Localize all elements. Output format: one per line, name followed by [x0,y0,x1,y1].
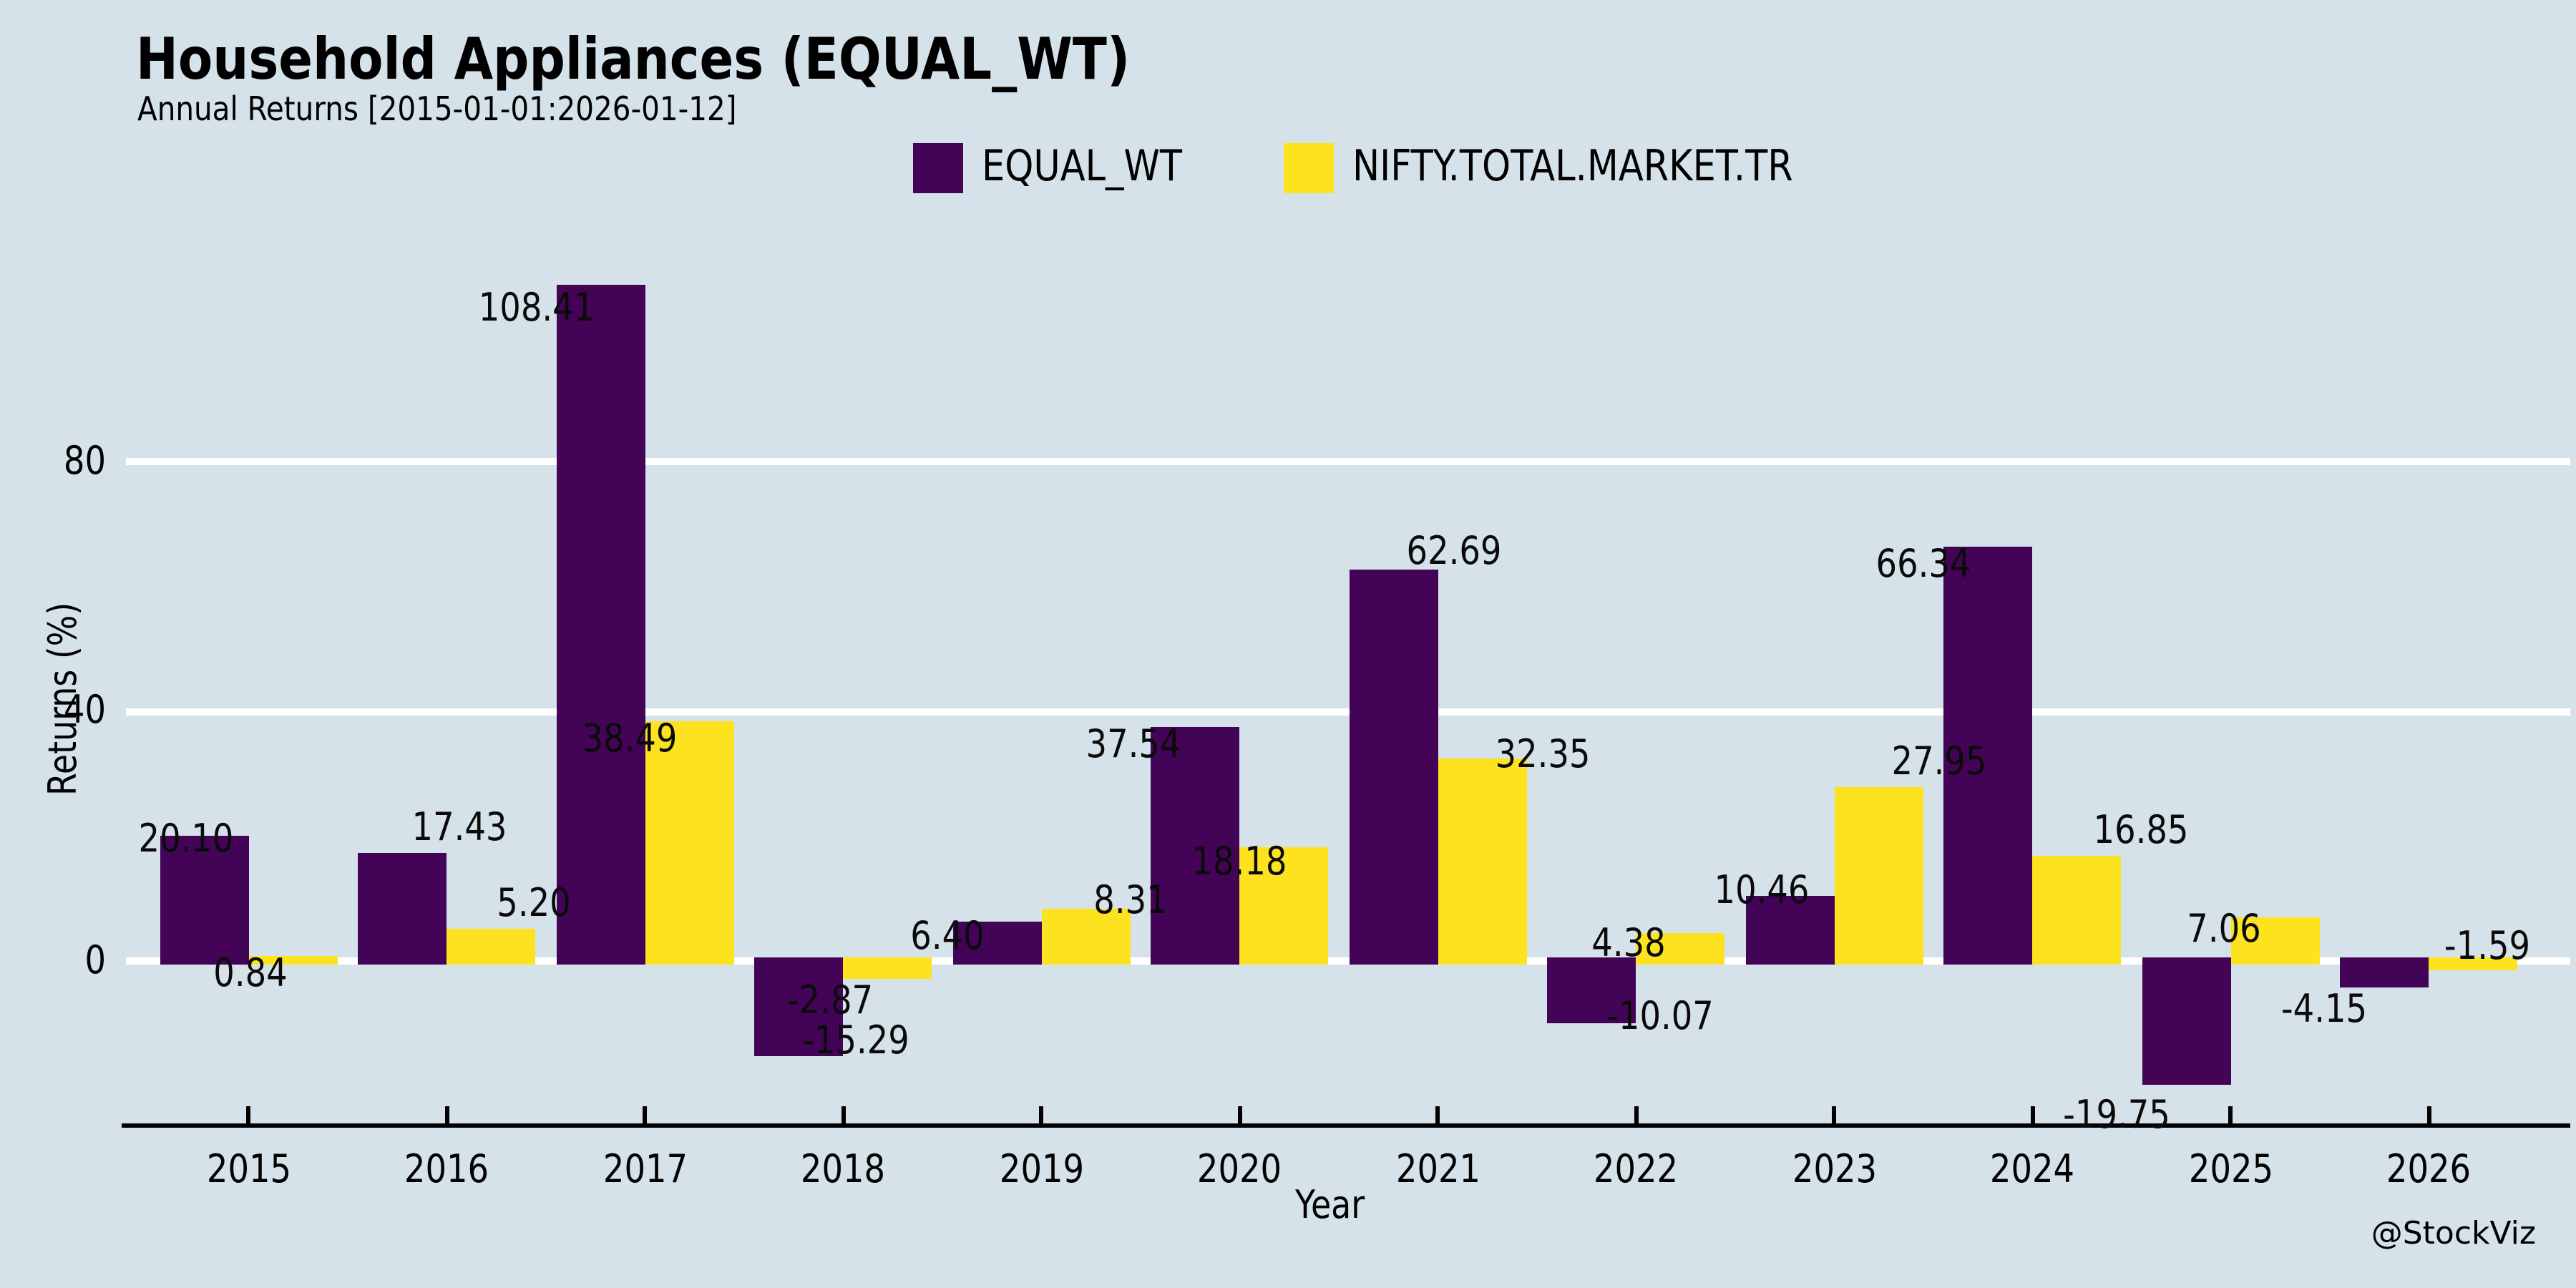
bar-2020-equal-wt [1151,726,1239,965]
page-subtitle: Annual Returns [2015-01-01:2026-01-12] [137,92,737,129]
x-tick-2018 [841,1106,845,1123]
legend: EQUAL_WT NIFTY.TOTAL.MARKET.TR [913,142,1870,193]
bar-value-label: -1.59 [2444,924,2531,970]
legend-label-equal-wt: EQUAL_WT [982,142,1183,192]
bar-value-label: 4.38 [1591,922,1666,967]
bar-2024-equal-wt [1943,547,2032,965]
bar-2026-equal-wt [2340,957,2429,987]
bar-2019-equal-wt [952,921,1041,965]
x-tick-2020 [1237,1106,1241,1123]
bar-2022-equal-wt [1547,957,1636,1024]
bar-value-label: 6.40 [909,914,984,959]
bar-value-label: 16.85 [2093,809,2189,854]
bar-2024-nifty-total-market-tr [2032,856,2121,965]
bar-2021-equal-wt [1349,570,1438,965]
y-axis-title: Returns (%) [42,602,86,796]
x-tick-label-2017: 2017 [602,1148,688,1192]
bar-value-label: 32.35 [1494,733,1590,778]
bar-value-label: 108.41 [477,286,595,331]
page-title: Household Appliances (EQUAL_WT) [136,27,1131,93]
gridline-80 [126,458,2570,466]
bar-2026-nifty-total-market-tr [2429,957,2517,971]
bar-value-label: 62.69 [1405,530,1501,575]
x-tick-label-2023: 2023 [1791,1148,1877,1192]
bar-2019-nifty-total-market-tr [1041,909,1130,965]
y-tick-label-0: 0 [84,938,106,982]
x-tick-2024 [2030,1106,2034,1123]
bar-value-label: 38.49 [581,716,677,761]
y-tick-label-40: 40 [63,688,106,733]
x-tick-label-2024: 2024 [1989,1148,2075,1192]
bar-2021-nifty-total-market-tr [1438,758,1526,965]
bar-value-label: -19.75 [2062,1093,2170,1138]
x-tick-2015 [246,1106,250,1123]
bar-2023-equal-wt [1745,895,1834,965]
bar-2018-nifty-total-market-tr [843,957,932,979]
bar-value-label: 10.46 [1713,868,1809,913]
legend-swatch-nifty-total-market-tr [1283,142,1334,192]
bar-2017-nifty-total-market-tr [645,721,733,965]
x-tick-label-2016: 2016 [404,1148,489,1192]
bar-value-label: -15.29 [802,1019,909,1064]
x-axis-line [122,1123,2570,1128]
bar-value-label: 7.06 [2186,907,2260,952]
y-tick-label-80: 80 [63,439,106,484]
bar-2025-nifty-total-market-tr [2230,917,2319,965]
bar-2017-equal-wt [556,284,645,965]
bar-value-label: 17.43 [411,805,507,849]
x-tick-label-2015: 2015 [205,1148,291,1192]
bar-value-label: -2.87 [786,979,874,1023]
x-tick-label-2025: 2025 [2187,1148,2273,1192]
bar-value-label: 66.34 [1875,542,1971,587]
x-tick-2023 [1832,1106,1836,1123]
bar-2015-nifty-total-market-tr [248,955,337,965]
bar-2022-nifty-total-market-tr [1636,933,1724,965]
bar-value-label: 5.20 [497,881,571,926]
gridline-0 [126,957,2570,965]
bar-value-label: -4.15 [2280,987,2368,1032]
bar-value-label: 8.31 [1093,879,1167,924]
bar-2016-equal-wt [358,852,447,965]
watermark: @StockViz [2371,1216,2536,1252]
bar-value-label: 0.84 [213,951,287,996]
bar-2020-nifty-total-market-tr [1239,847,1328,965]
x-tick-label-2026: 2026 [2386,1148,2472,1192]
x-axis-title: Year [1295,1184,1366,1228]
x-tick-label-2022: 2022 [1593,1148,1679,1192]
bar-2025-equal-wt [2142,957,2230,1085]
bar-value-label: -10.07 [1606,995,1714,1040]
bar-2023-nifty-total-market-tr [1834,786,1923,965]
bar-value-label: 37.54 [1085,722,1181,767]
x-tick-2021 [1435,1106,1440,1123]
x-tick-2022 [1634,1106,1638,1123]
x-tick-2017 [643,1106,647,1123]
x-tick-label-2019: 2019 [998,1148,1084,1192]
bar-value-label: 18.18 [1191,840,1287,885]
bar-2018-equal-wt [754,957,843,1057]
legend-swatch-equal-wt [913,142,963,192]
x-tick-2016 [444,1106,449,1123]
x-tick-label-2020: 2020 [1196,1148,1282,1192]
x-tick-label-2018: 2018 [800,1148,886,1192]
bar-2015-equal-wt [160,835,248,965]
x-tick-2026 [2426,1106,2431,1123]
x-tick-2019 [1039,1106,1043,1123]
gridline-40 [126,708,2570,716]
bar-value-label: 20.10 [137,816,233,862]
legend-label-nifty-total-market-tr: NIFTY.TOTAL.MARKET.TR [1352,142,1793,192]
bar-value-label: 27.95 [1890,739,1986,784]
x-tick-label-2021: 2021 [1395,1148,1480,1192]
bar-2016-nifty-total-market-tr [447,928,535,965]
x-tick-2025 [2228,1106,2233,1123]
